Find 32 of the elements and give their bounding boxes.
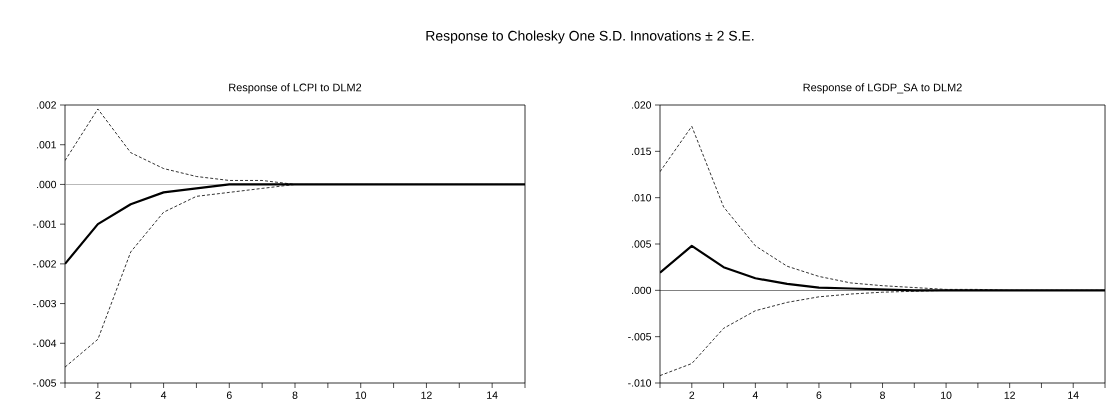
x-tick-label: 10 [941, 391, 952, 399]
y-tick-label: -.003 [33, 299, 57, 308]
x-tick-label: 2 [95, 391, 101, 399]
y-tick-label: .000 [37, 180, 57, 189]
y-tick-label: -.001 [33, 220, 56, 228]
x-tick-label: 2 [689, 391, 695, 399]
x-tick-label: 10 [355, 391, 367, 399]
x-tick-label: 14 [487, 391, 498, 399]
y-tick-label: .000 [632, 286, 652, 295]
x-tick-label: 8 [880, 391, 885, 399]
x-tick-label: 12 [421, 391, 432, 399]
x-tick-label: 4 [752, 391, 758, 399]
y-tick-label: .001 [37, 141, 56, 149]
y-tick-label: -.005 [33, 379, 57, 387]
x-tick-label: 12 [1004, 391, 1015, 399]
x-tick-label: 8 [292, 391, 298, 399]
y-tick-label: .002 [37, 101, 56, 109]
y-tick-label: .005 [632, 240, 652, 248]
y-tick-label: .010 [632, 193, 652, 202]
x-tick-label: 14 [1068, 391, 1079, 399]
x-tick-label: 4 [160, 391, 167, 399]
y-tick-label: .015 [632, 147, 652, 156]
y-tick-label: -.005 [628, 332, 652, 341]
chart-title: Response of LGDP_SA to DLM2 [803, 83, 962, 94]
y-tick-label: .020 [632, 101, 652, 109]
y-tick-label: -.004 [33, 339, 57, 347]
text: Response to Cholesky One S.D. Innovations ± 2 S.E. [426, 30, 754, 44]
x-tick-label: 6 [226, 391, 232, 399]
x-tick-label: 6 [816, 391, 822, 399]
y-tick-label: -.002 [33, 260, 56, 268]
y-tick-label: -.010 [628, 379, 652, 387]
chart-title: Response of LCPI to DLM2 [229, 83, 362, 94]
